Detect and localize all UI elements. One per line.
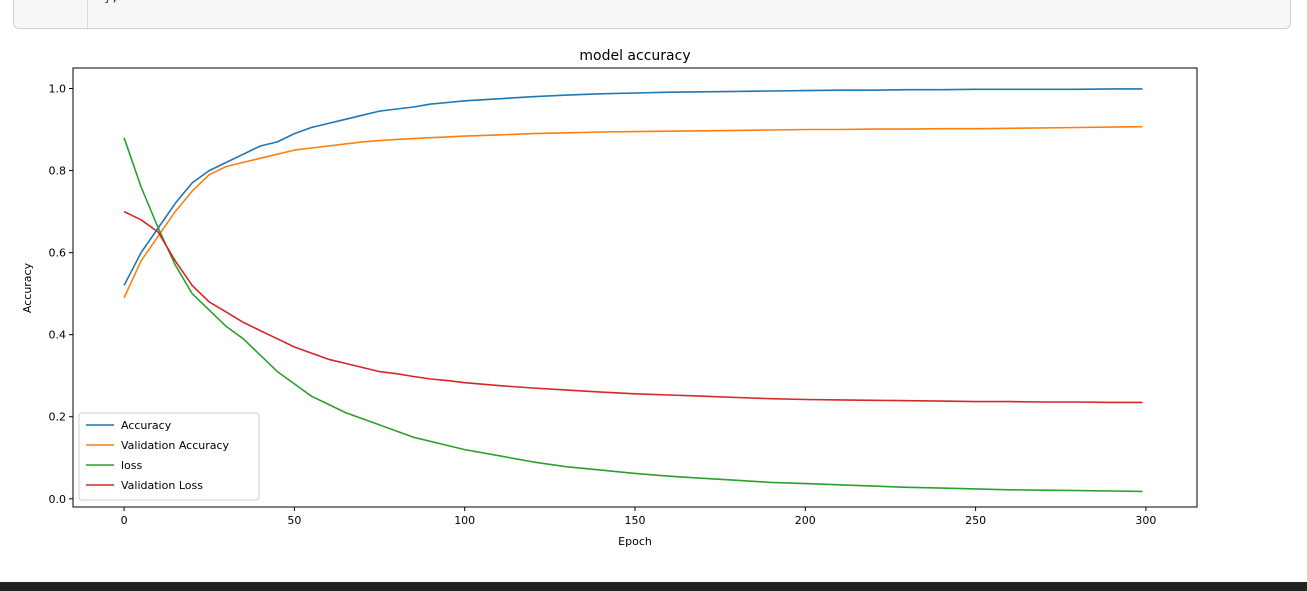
- legend-label-loss: loss: [121, 459, 143, 472]
- series-line-validation-loss: [123, 210, 1143, 404]
- accuracy-line-chart: model accuracy Epoch Accuracy 0 50 100 150 2…: [21, 48, 1198, 548]
- legend-label-accuracy: Accuracy: [121, 419, 172, 432]
- x-tick-label: 0: [121, 514, 128, 527]
- y-tick-label: 1.0: [49, 83, 67, 96]
- code-cell-text: };: [104, 0, 118, 4]
- y-tick-label: 0.8: [49, 165, 67, 178]
- chart-title: model accuracy: [579, 48, 690, 64]
- x-axis-ticks: 0 50 100 150 200 250 300: [121, 507, 1156, 527]
- series-lines: [123, 88, 1143, 493]
- legend-label-validation-accuracy: Validation Accuracy: [121, 439, 230, 452]
- y-axis-label: Accuracy: [21, 262, 34, 313]
- x-tick-label: 200: [795, 514, 816, 527]
- legend: Accuracy Validation Accuracy loss Validatio…: [78, 412, 260, 501]
- cell-output: model accuracy Epoch Accuracy 0 50 100 150 2…: [0, 30, 1307, 582]
- x-tick-label: 100: [454, 514, 475, 527]
- y-axis-ticks: 0.0 0.2 0.4 0.6 0.8 1.0: [49, 83, 73, 506]
- x-tick-label: 150: [625, 514, 646, 527]
- series-line-loss: [123, 137, 1143, 493]
- y-tick-label: 0.6: [49, 247, 67, 260]
- y-tick-label: 0.4: [49, 329, 67, 342]
- bottom-status-bar: [0, 582, 1307, 591]
- plot-area: [72, 67, 1198, 508]
- code-cell[interactable]: };: [13, 0, 1291, 29]
- legend-box: [78, 412, 260, 501]
- x-tick-label: 50: [287, 514, 301, 527]
- y-tick-label: 0.0: [49, 493, 67, 506]
- y-tick-label: 0.2: [49, 411, 67, 424]
- x-tick-label: 250: [965, 514, 986, 527]
- legend-label-validation-loss: Validation Loss: [121, 479, 203, 492]
- x-tick-label: 300: [1135, 514, 1156, 527]
- x-axis-label: Epoch: [618, 535, 652, 548]
- series-line-accuracy: [123, 88, 1143, 286]
- code-cell-gutter: [36, 0, 88, 28]
- series-line-validation-accuracy: [123, 125, 1143, 299]
